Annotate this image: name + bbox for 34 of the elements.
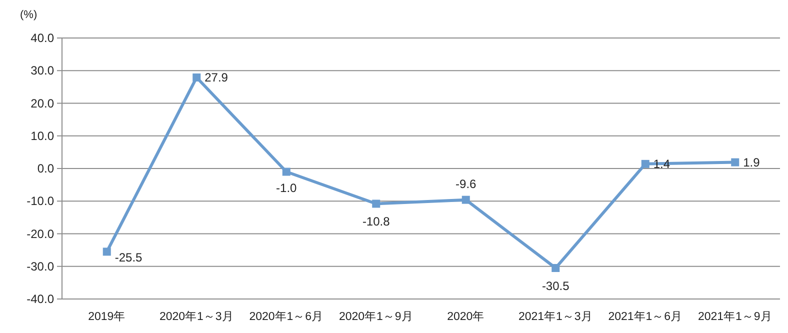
data-label: 27.9 — [204, 70, 228, 84]
point — [641, 160, 650, 168]
y-tick-label: 0.0 — [37, 162, 54, 176]
data-label: -10.8 — [362, 214, 390, 229]
x-tick-label: 2020年1～3月 — [159, 310, 234, 323]
x-tick-label: 2020年1～9月 — [338, 310, 414, 323]
x-tick-label: 2020年 — [447, 310, 485, 323]
y-tick-label: -20.0 — [26, 226, 54, 241]
point — [372, 200, 380, 208]
y-tick-label: 10.0 — [30, 128, 54, 143]
y-axis-title: (%) — [20, 9, 38, 21]
data-label: -9.6 — [456, 176, 477, 191]
point — [731, 158, 740, 166]
data-label: -1.0 — [276, 180, 298, 195]
y-tick-label: -30.0 — [26, 259, 54, 274]
point — [282, 168, 290, 176]
point — [552, 264, 560, 272]
y-tick-label: -40.0 — [26, 292, 54, 306]
point — [192, 73, 201, 82]
x-tick-label: 2021年1～6月 — [608, 310, 683, 323]
x-tick-label: 2019年 — [88, 310, 126, 323]
x-tick-label: 2021年1～9月 — [698, 310, 772, 323]
data-label: 1.9 — [743, 155, 760, 170]
data-label: 1.4 — [653, 156, 670, 171]
y-tick-label: 30.0 — [30, 64, 54, 78]
data-label: -30.5 — [542, 279, 570, 294]
point — [102, 248, 111, 256]
x-tick-label: 2021年1～3月 — [518, 310, 593, 323]
data-label: -25.5 — [114, 250, 143, 265]
x-tick-label: 2020年1～6月 — [249, 310, 324, 323]
y-tick-label: 20.0 — [30, 96, 54, 110]
y-tick-label: -10.0 — [26, 194, 54, 208]
y-tick-label: 40.0 — [30, 31, 54, 45]
point — [462, 196, 470, 204]
